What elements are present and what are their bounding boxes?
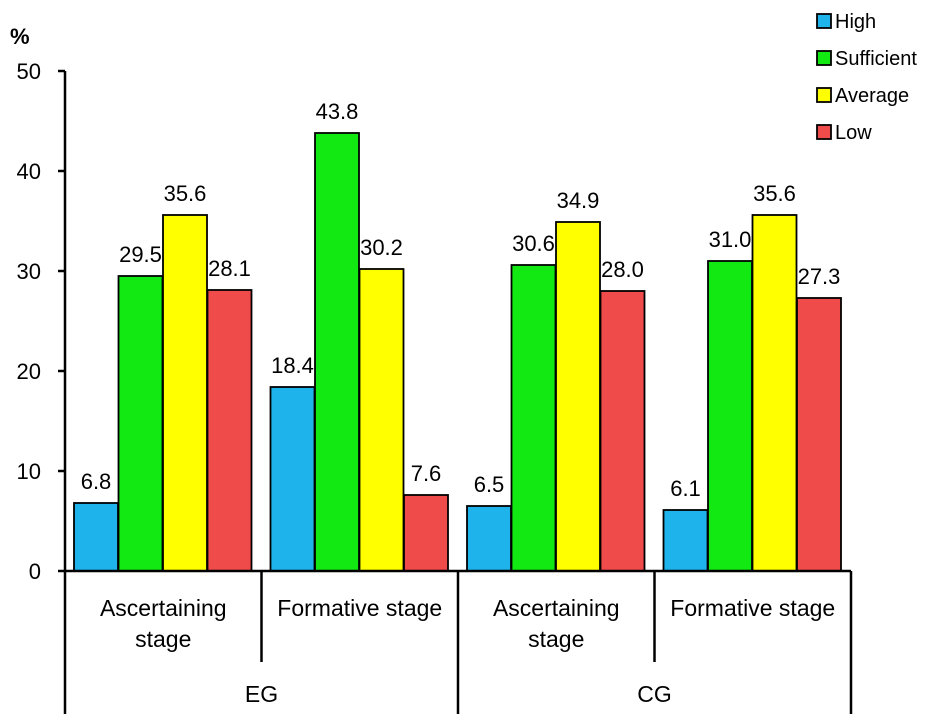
bar-average-2: [358, 268, 405, 572]
legend-swatch: [816, 87, 832, 103]
data-label-average-4: 35.6: [753, 181, 796, 206]
legend-swatch: [816, 13, 832, 29]
bar-low-4: [796, 297, 842, 572]
legend-item-high: High: [816, 11, 876, 33]
legend-swatch: [816, 124, 832, 140]
data-label-sufficient-2: 43.8: [316, 99, 359, 124]
data-label-average-2: 30.2: [360, 235, 403, 260]
category-label-2: Formative stage: [277, 595, 442, 621]
legend: High Sufficient Average Low: [816, 11, 917, 144]
data-label-low-4: 27.3: [798, 264, 841, 289]
bar-average-3: [555, 221, 601, 572]
bar-sufficient-4: [707, 260, 753, 572]
y-tick-label: 10: [17, 459, 41, 484]
bar-high-3: [466, 505, 512, 572]
legend-item-low: Low: [816, 122, 872, 144]
category-label-4: Formative stage: [670, 595, 835, 621]
data-label-sufficient-1: 29.5: [119, 242, 162, 267]
bar-average-1: [162, 214, 208, 572]
data-label-sufficient-3: 30.6: [512, 231, 555, 256]
bar-low-2: [403, 494, 449, 572]
y-tick-label: 20: [17, 359, 41, 384]
group-label-cg: CG: [637, 681, 672, 707]
legend-item-sufficient: Sufficient: [816, 48, 917, 70]
data-label-low-3: 28.0: [601, 257, 644, 282]
bar-low-3: [599, 290, 646, 572]
data-label-average-3: 34.9: [557, 188, 600, 213]
group-label-eg: EG: [245, 681, 278, 707]
data-label-sufficient-4: 31.0: [709, 227, 752, 252]
bar-average-4: [751, 214, 798, 572]
legend-swatch: [816, 50, 832, 66]
legend-label: Sufficient: [835, 48, 917, 70]
bars: [73, 132, 842, 572]
data-label-low-2: 7.6: [411, 461, 442, 486]
category-label-line: stage: [135, 626, 191, 652]
legend-label: Low: [835, 122, 872, 144]
y-tick-label: 50: [17, 59, 41, 84]
y-tick-label: 0: [29, 559, 41, 584]
data-label-high-1: 6.8: [81, 469, 112, 494]
y-axis-unit-label: %: [10, 24, 30, 49]
bar-high-1: [73, 502, 119, 572]
bar-sufficient-1: [117, 275, 164, 572]
data-labels: 6.818.46.5 6.129.543.830.6 31.035.630.234.…: [81, 99, 841, 501]
legend-label: Average: [835, 85, 909, 107]
bar-low-1: [206, 289, 253, 572]
y-axis: 0 10 20 30 40 50: [17, 59, 67, 584]
y-tick-label: 30: [17, 259, 41, 284]
category-label-line: Ascertaining: [493, 595, 620, 621]
category-label-line: Ascertaining: [100, 595, 227, 621]
category-label-line: stage: [528, 626, 584, 652]
data-label-low-1: 28.1: [208, 256, 251, 281]
data-label-high-3: 6.5: [474, 472, 505, 497]
category-label-1: Ascertaining stage: [100, 595, 227, 652]
data-label-high-2: 18.4: [271, 353, 314, 378]
bar-high-2: [269, 386, 316, 572]
bar-high-4: [662, 509, 709, 572]
legend-label: High: [835, 11, 876, 33]
legend-item-average: Average: [816, 85, 909, 107]
category-label-3: Ascertaining stage: [493, 595, 620, 652]
bar-sufficient-2: [314, 132, 360, 572]
bar-sufficient-3: [510, 264, 557, 572]
data-label-average-1: 35.6: [164, 181, 207, 206]
y-tick-label: 40: [17, 159, 41, 184]
x-axis: Ascertaining stage Formative stage EG Ascert…: [63, 569, 853, 714]
data-label-high-4: 6.1: [670, 476, 701, 501]
